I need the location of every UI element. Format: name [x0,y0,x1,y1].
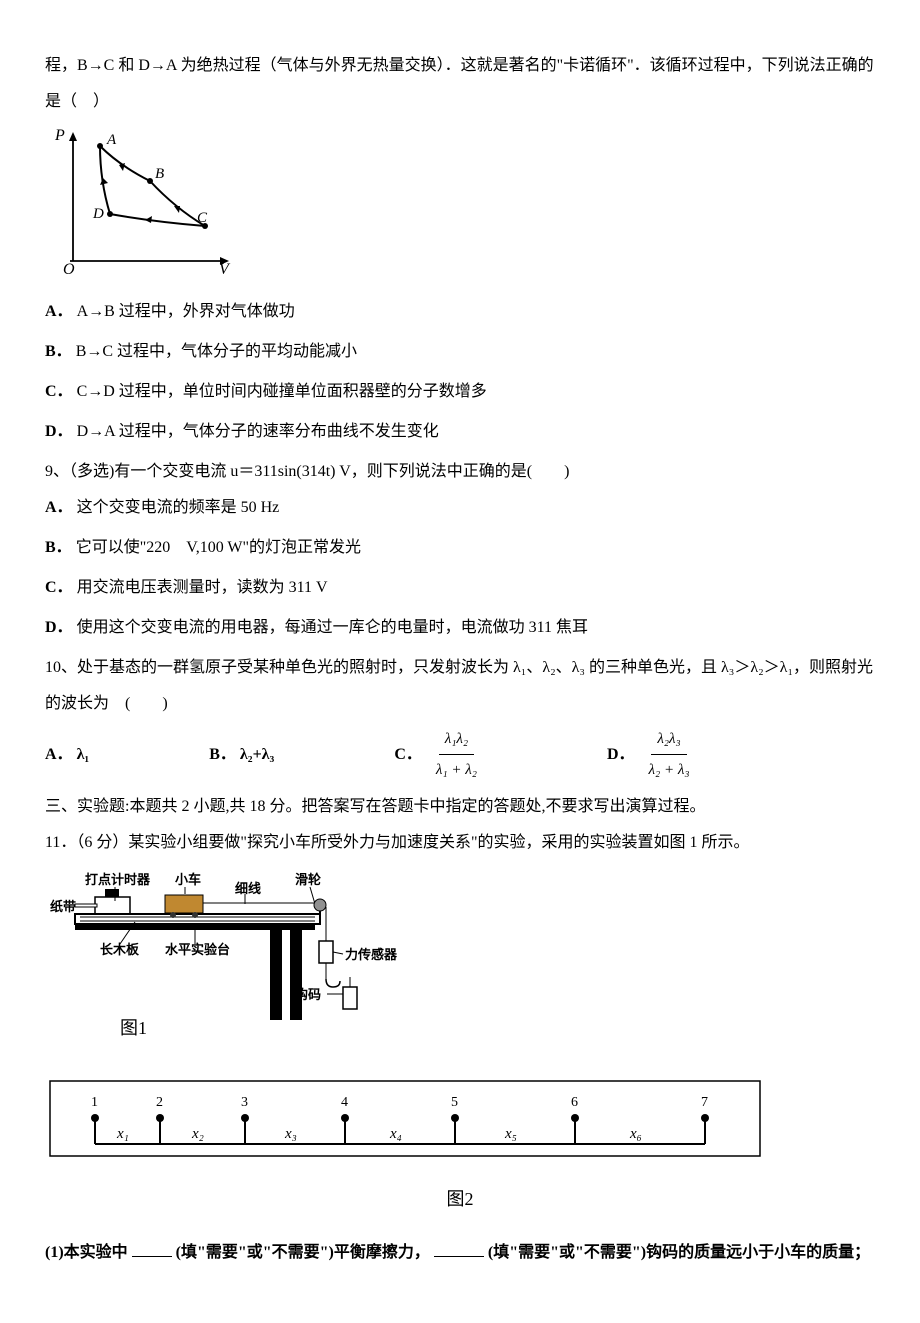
label-tape: 纸带 [50,899,76,914]
q10-b-text: λ₂+λ₃ [240,739,274,771]
q10-options-row: A． λ₁ B． λ₂+λ₃ C． λ₁λ₂ λ₁ + λ₂ D． λ₂λ₃ λ… [45,724,875,785]
pt-1: 1 [91,1095,98,1110]
seg-6: x₆ [629,1126,642,1142]
pv-origin: O [63,261,75,276]
q10-option-c: C． λ₁λ₂ λ₁ + λ₂ [394,724,487,785]
q10-d-den: λ₂ + λ₃ [643,755,696,785]
q10-option-a: A． λ₁ [45,739,89,771]
apparatus-svg: 打点计时器 小车 细线 滑轮 纸带 长木板 水平实验台 力传感器 钩码 [45,869,405,1044]
q9-a-label: A． [45,499,73,516]
q10-d-num: λ₂λ₃ [651,724,686,755]
label-cart: 小车 [175,872,201,887]
tape-points: 1 2 3 4 5 6 7 [91,1095,709,1144]
point-C: C [197,210,208,226]
q10-c-fraction: λ₁λ₂ λ₁ + λ₂ [430,724,483,785]
point-B: B [155,166,164,182]
q8-d-label: D． [45,423,73,440]
q10-option-b: B． λ₂+λ₃ [209,739,274,771]
q11-sub1-p1: (1)本实验中 [45,1244,128,1261]
label-timer: 打点计时器 [85,872,151,887]
q8-intro-line1: 程，B→C 和 D→A 为绝热过程（气体与外界无热量交换）．这就是著名的"卡诺循… [45,50,875,82]
label-sensor: 力传感器 [345,947,398,962]
q8-option-d: D．D→A 过程中，气体分子的速率分布曲线不发生变化 [45,416,875,448]
q9-c-text: 用交流电压表测量时，读数为 311 V [77,579,328,596]
q8-c-text: C→D 过程中，单位时间内碰撞单位面积器壁的分子数增多 [77,383,487,400]
q8-d-text: D→A 过程中，气体分子的速率分布曲线不发生变化 [77,423,439,440]
q9-option-b: B．它可以使"220 V,100 W"的灯泡正常发光 [45,532,875,564]
point-A: A [106,132,117,148]
q10-a-text: λ₁ [77,739,90,771]
q9-b-label: B． [45,539,72,556]
q10-b-label: B． [209,739,236,771]
q11-sub1-p3: (填"需要"或"不需要")钩码的质量远小于小车的质量； [488,1244,870,1261]
seg-5: x₅ [504,1126,517,1142]
q10-a-label: A． [45,739,73,771]
label-pulley: 滑轮 [295,872,321,887]
q11-sub1: (1)本实验中 (填"需要"或"不需要")平衡摩擦力， (填"需要"或"不需要")钩… [45,1237,875,1269]
pv-diagram: P V O A B C D [45,126,875,288]
pv-diagram-svg: P V O A B C D [45,126,235,276]
pt-7: 7 [701,1095,708,1110]
seg-3: x₃ [284,1126,297,1142]
label-table: 水平实验台 [165,942,230,957]
q9-stem: 9、（多选)有一个交变电流 u＝311sin(314t) V，则下列说法中正确的… [45,456,875,488]
q8-intro-line2: 是（ ） [45,86,875,118]
label-board: 长木板 [100,942,140,957]
q8-option-b: B．B→C 过程中，气体分子的平均动能减小 [45,336,875,368]
q9-b-text: 它可以使"220 V,100 W"的灯泡正常发光 [76,539,361,556]
q9-option-d: D．使用这个交变电流的用电器，每通过一库仑的电量时，电流做功 311 焦耳 [45,612,875,644]
q11-sub1-p2: (填"需要"或"不需要")平衡摩擦力， [176,1244,430,1261]
q10-d-label: D． [607,739,635,771]
q9-a-text: 这个交变电流的频率是 50 Hz [77,499,280,516]
q9-d-text: 使用这个交变电流的用电器，每通过一库仑的电量时，电流做功 311 焦耳 [77,619,588,636]
q9-d-label: D． [45,619,73,636]
point-D: D [92,206,104,222]
label-string: 细线 [235,881,261,896]
pt-5: 5 [451,1095,458,1110]
q9-option-a: A．这个交变电流的频率是 50 Hz [45,492,875,524]
q10-option-d: D． λ₂λ₃ λ₂ + λ₃ [607,724,700,785]
q11-stem: 11．（6 分）某实验小组要做"探究小车所受外力与加速度关系"的实验，采用的实验… [45,827,875,859]
q8-a-text: A→B 过程中，外界对气体做功 [77,303,295,320]
q9-option-c: C．用交流电压表测量时，读数为 311 V [45,572,875,604]
q8-option-a: A．A→B 过程中，外界对气体做功 [45,296,875,328]
blank-2[interactable] [434,1238,484,1257]
tape-svg: 1 2 3 4 5 6 7 [45,1076,765,1161]
pt-4: 4 [341,1095,348,1110]
pv-y-label: P [54,127,65,144]
q10-c-num: λ₁λ₂ [439,724,474,755]
q10-c-label: C． [394,739,422,771]
q8-c-label: C． [45,383,73,400]
pv-x-label: V [219,261,231,276]
fig2-label: 图2 [45,1181,875,1217]
section3-header: 三、实验题:本题共 2 小题,共 18 分。把答案写在答题卡中指定的答题处,不要… [45,791,875,823]
q9-c-label: C． [45,579,73,596]
q8-b-label: B． [45,343,72,360]
apparatus-diagram: 打点计时器 小车 细线 滑轮 纸带 长木板 水平实验台 力传感器 钩码 [45,869,875,1056]
fig1-label: 图1 [120,1018,147,1038]
q8-a-label: A． [45,303,73,320]
pt-6: 6 [571,1095,578,1110]
q8-b-text: B→C 过程中，气体分子的平均动能减小 [76,343,357,360]
q10-c-den: λ₁ + λ₂ [430,755,483,785]
seg-1: x₁ [116,1126,129,1142]
q10-stem-l2: 的波长为 ( ) [45,688,875,720]
q10-stem-l1: 10、处于基态的一群氢原子受某种单色光的照射时，只发射波长为 λ₁、λ₂、λ₃ … [45,652,875,684]
q10-d-fraction: λ₂λ₃ λ₂ + λ₃ [643,724,696,785]
pt-3: 3 [241,1095,248,1110]
seg-4: x₄ [389,1126,402,1142]
q8-option-c: C．C→D 过程中，单位时间内碰撞单位面积器壁的分子数增多 [45,376,875,408]
seg-2: x₂ [191,1126,204,1142]
tape-diagram: 1 2 3 4 5 6 7 [45,1076,875,1217]
pt-2: 2 [156,1095,163,1110]
blank-1[interactable] [132,1238,172,1257]
